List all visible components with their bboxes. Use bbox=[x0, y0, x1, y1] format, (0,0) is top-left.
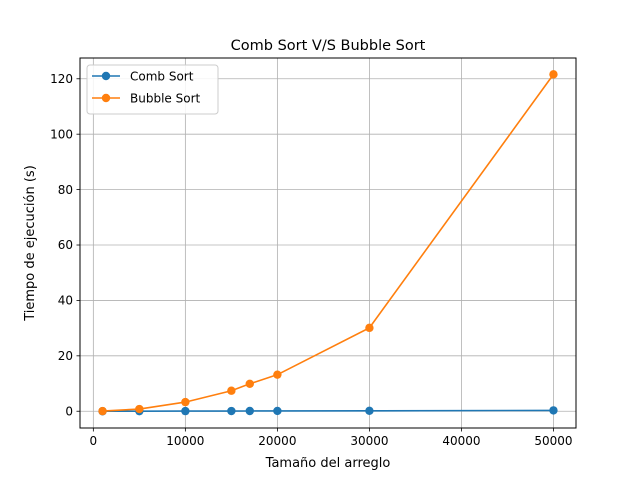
comb-sort-point bbox=[181, 406, 190, 416]
legend: Comb Sort Bubble Sort bbox=[86, 64, 219, 115]
legend-comb-sort-label: Comb Sort bbox=[130, 69, 194, 83]
y-tick-label: 20 bbox=[58, 349, 73, 363]
comb-sort-point bbox=[273, 406, 282, 416]
y-tick-label: 80 bbox=[58, 183, 73, 197]
plot-frame bbox=[79, 57, 577, 429]
x-tick-label: 40000 bbox=[442, 434, 480, 448]
x-axis-label: Tamaño del arreglo bbox=[265, 456, 391, 471]
bubble-sort-line bbox=[102, 73, 555, 412]
y-tick-label: 0 bbox=[65, 404, 73, 418]
legend-bubble-sort-label: Bubble Sort bbox=[130, 91, 200, 105]
bubble-sort-point bbox=[135, 404, 144, 414]
axis-ticks: 0 10000 20000 30000 40000 50000 0 20 40 60 80 100 12… bbox=[50, 72, 572, 448]
comb-sort-line bbox=[102, 409, 554, 413]
bubble-sort-point bbox=[227, 386, 236, 395]
y-tick-label: 40 bbox=[58, 294, 73, 308]
legend-comb-sort-swatch-marker bbox=[101, 71, 111, 81]
y-tick-label: 120 bbox=[50, 72, 73, 86]
legend-bubble-sort-swatch-marker bbox=[101, 93, 111, 103]
comb-sort-point bbox=[227, 406, 236, 416]
y-axis-label: Tiempo de ejecución (s) bbox=[23, 165, 38, 322]
x-tick-label: 50000 bbox=[534, 434, 572, 448]
chart-title: Comb Sort V/S Bubble Sort bbox=[231, 38, 426, 54]
comb-sort-point bbox=[549, 406, 558, 415]
comb-sort-point bbox=[365, 406, 374, 415]
x-tick-label: 30000 bbox=[350, 434, 388, 448]
bubble-sort-point bbox=[181, 397, 190, 407]
y-tick-label: 60 bbox=[58, 238, 73, 252]
comb-sort-point bbox=[245, 406, 254, 416]
bubble-sort-point bbox=[98, 406, 107, 416]
bubble-sort-point bbox=[549, 70, 558, 79]
bubble-sort-point bbox=[365, 323, 374, 333]
legend-box bbox=[86, 64, 219, 115]
x-tick-label: 0 bbox=[90, 434, 98, 448]
x-tick-label: 10000 bbox=[166, 434, 204, 448]
y-tick-label: 100 bbox=[50, 127, 73, 141]
bubble-sort-point bbox=[273, 370, 282, 379]
series-layer bbox=[98, 70, 558, 416]
bubble-sort-point bbox=[245, 379, 254, 389]
grid bbox=[80, 58, 576, 428]
x-tick-label: 20000 bbox=[258, 434, 296, 448]
